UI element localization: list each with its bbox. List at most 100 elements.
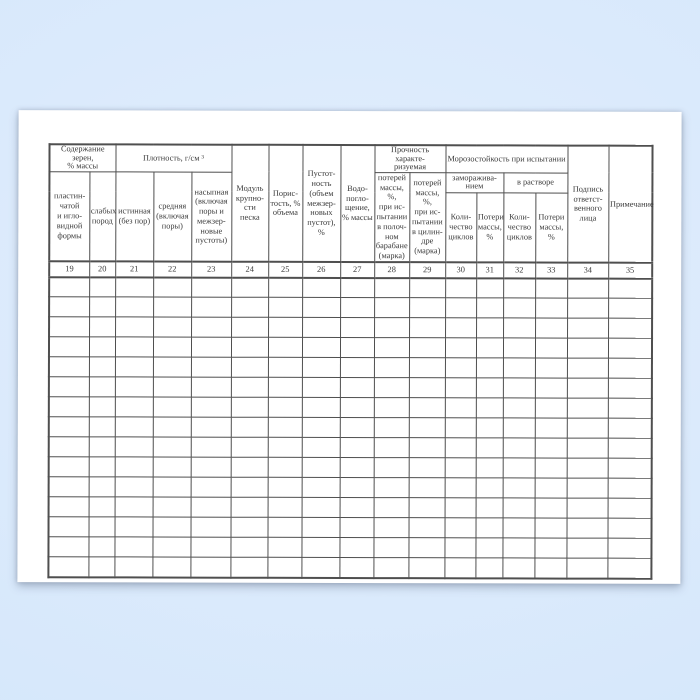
empty-data-cell bbox=[607, 378, 652, 399]
empty-data-cell bbox=[502, 458, 535, 479]
empty-data-cell bbox=[152, 337, 192, 358]
empty-data-cell bbox=[374, 337, 410, 359]
col-number-34: 34 bbox=[567, 262, 609, 279]
empty-data-cell bbox=[607, 438, 652, 459]
col-header-21-true-density: истинная (без пор) bbox=[115, 171, 154, 262]
col-header-30-cycle-count: Коли- чество циклов bbox=[445, 192, 477, 263]
empty-data-cell bbox=[152, 477, 191, 498]
empty-data-cell bbox=[566, 438, 608, 459]
empty-data-cell bbox=[230, 437, 268, 458]
empty-data-cell bbox=[608, 298, 653, 319]
empty-data-cell bbox=[444, 378, 476, 399]
empty-data-cell bbox=[302, 277, 341, 298]
col-number-24: 24 bbox=[231, 261, 269, 278]
empty-data-cell bbox=[503, 318, 536, 339]
empty-data-cell bbox=[153, 277, 192, 298]
empty-data-cell bbox=[476, 298, 504, 319]
empty-data-cell bbox=[608, 338, 653, 359]
empty-data-cell bbox=[115, 297, 154, 318]
empty-data-cell bbox=[444, 538, 476, 559]
empty-data-cell bbox=[373, 437, 409, 459]
empty-data-cell bbox=[152, 397, 191, 418]
col-header-25-porosity: Порис- тость, % объема bbox=[268, 144, 303, 262]
col-header-26-voidness: Пустот- ность (объем межзер- новых пусто… bbox=[302, 144, 341, 262]
empty-data-cell bbox=[445, 338, 477, 359]
empty-data-cell bbox=[566, 358, 609, 379]
empty-data-cell bbox=[535, 318, 568, 339]
empty-data-cell bbox=[48, 377, 89, 398]
empty-data-cell bbox=[88, 337, 116, 358]
empty-data-cell bbox=[534, 498, 567, 519]
col-number-28: 28 bbox=[374, 261, 410, 279]
empty-data-cell bbox=[114, 337, 154, 358]
empty-data-cell bbox=[340, 277, 375, 298]
group-header-strength: Прочность характе- ризуемая bbox=[374, 145, 446, 173]
empty-data-cell bbox=[408, 558, 445, 579]
empty-data-cell bbox=[267, 497, 302, 518]
empty-data-cell bbox=[340, 337, 375, 358]
empty-data-cell bbox=[152, 537, 191, 558]
empty-data-cell bbox=[373, 377, 409, 399]
empty-data-cell bbox=[408, 518, 445, 539]
empty-data-cell bbox=[503, 278, 536, 299]
empty-data-cell bbox=[566, 538, 608, 559]
col-header-27-water-absorption: Водо- погло- щение, % массы bbox=[340, 144, 375, 262]
empty-data-cell bbox=[475, 518, 503, 539]
empty-data-cell bbox=[48, 517, 89, 538]
empty-data-cell bbox=[114, 557, 153, 578]
empty-data-cell bbox=[502, 398, 535, 419]
empty-data-cell bbox=[152, 497, 191, 518]
empty-data-cell bbox=[534, 418, 567, 439]
col-number-32: 32 bbox=[503, 262, 536, 279]
empty-data-cell bbox=[607, 518, 652, 539]
empty-data-cell bbox=[48, 397, 89, 418]
empty-data-cell bbox=[373, 557, 409, 579]
empty-data-cell bbox=[114, 437, 153, 458]
col-number-27: 27 bbox=[340, 261, 375, 278]
data-row bbox=[48, 397, 652, 419]
empty-data-cell bbox=[191, 297, 232, 318]
empty-data-cell bbox=[88, 357, 115, 378]
empty-data-cell bbox=[408, 478, 445, 499]
empty-data-cell bbox=[475, 418, 503, 439]
empty-data-cell bbox=[114, 537, 153, 558]
empty-data-cell bbox=[339, 537, 374, 558]
empty-data-cell bbox=[566, 558, 608, 579]
empty-data-cell bbox=[115, 317, 154, 338]
empty-data-cell bbox=[475, 378, 503, 399]
data-row bbox=[48, 457, 652, 479]
empty-data-cell bbox=[445, 298, 477, 319]
empty-data-cell bbox=[190, 477, 231, 498]
col-header-23-bulk-density: насыпная (включая поры и межзер- новые п… bbox=[191, 171, 232, 262]
empty-data-cell bbox=[566, 398, 608, 419]
empty-data-cell bbox=[152, 417, 191, 438]
col-number-31: 31 bbox=[476, 262, 504, 279]
empty-data-cell bbox=[302, 297, 341, 318]
empty-data-cell bbox=[475, 458, 503, 479]
empty-data-cell bbox=[267, 397, 302, 418]
empty-data-cell bbox=[152, 377, 191, 398]
empty-data-cell bbox=[301, 497, 340, 518]
empty-data-cell bbox=[566, 498, 608, 519]
empty-data-cell bbox=[230, 417, 268, 438]
empty-data-cell bbox=[607, 478, 652, 499]
empty-data-cell bbox=[475, 558, 503, 579]
empty-data-cell bbox=[48, 497, 89, 518]
empty-data-cell bbox=[534, 378, 567, 399]
col-number-23: 23 bbox=[191, 261, 232, 278]
empty-data-cell bbox=[152, 517, 191, 538]
empty-data-cell bbox=[444, 438, 476, 459]
empty-data-cell bbox=[502, 418, 535, 439]
empty-data-cell bbox=[301, 517, 340, 538]
empty-data-cell bbox=[567, 318, 609, 339]
empty-data-cell bbox=[475, 398, 503, 419]
col-header-20-weak-rocks: слабых пород bbox=[89, 171, 116, 262]
empty-data-cell bbox=[408, 378, 445, 399]
empty-data-cell bbox=[339, 357, 375, 378]
empty-data-cell bbox=[114, 457, 153, 478]
empty-data-cell bbox=[88, 377, 115, 398]
col-header-28-drum-test: потерей массы, %, при ис- пытании в поло… bbox=[374, 172, 410, 263]
register-table-wrap: Содержание зерен, % массы Плотность, г/с… bbox=[47, 143, 654, 580]
empty-data-cell bbox=[268, 297, 303, 318]
empty-data-cell bbox=[230, 357, 269, 378]
